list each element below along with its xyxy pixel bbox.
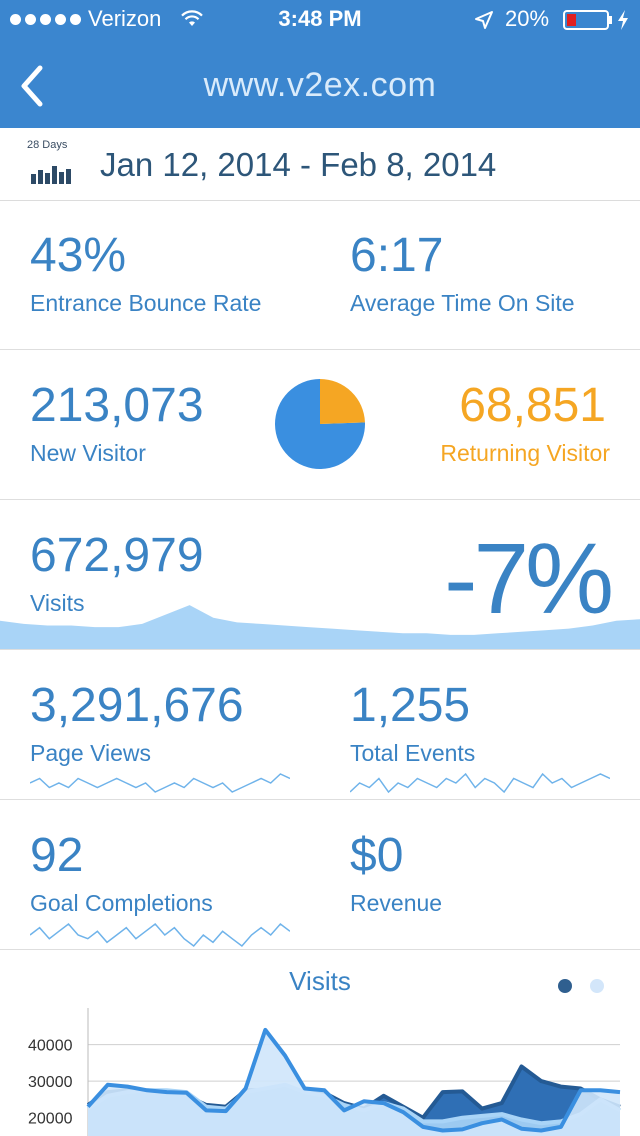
y-tick-label: 40000 — [28, 1038, 73, 1055]
page-views-label: Page Views — [30, 740, 152, 766]
top-bar: Verizon 3:48 PM 20% www.v2ex.com — [0, 0, 640, 128]
page-views-value: 3,291,676 — [30, 679, 244, 732]
divider — [0, 349, 640, 350]
new-visitor-value: 213,073 — [30, 379, 204, 432]
divider — [0, 649, 640, 650]
visits-area-sparkline — [0, 605, 640, 649]
goal-completions-value: 92 — [30, 829, 84, 882]
returning-visitor-value: 68,851 — [459, 379, 606, 432]
charging-bolt-icon — [616, 9, 630, 36]
page-title: www.v2ex.com — [203, 66, 437, 104]
visits-change-percent: -7% — [444, 523, 614, 635]
location-arrow-icon — [474, 10, 494, 35]
revenue-value: $0 — [350, 829, 404, 882]
bar-chart-icon — [31, 164, 71, 189]
clock: 3:48 PM — [278, 6, 362, 31]
new-visitor-label: New Visitor — [30, 440, 146, 466]
divider — [0, 949, 640, 950]
time-on-site-label: Average Time On Site — [350, 290, 575, 316]
revenue-label: Revenue — [350, 890, 443, 916]
wifi-icon — [180, 10, 204, 33]
returning-visitor-label: Returning Visitor — [440, 440, 610, 466]
goal-completions-label: Goal Completions — [30, 890, 213, 916]
page-views-sparkline — [30, 773, 290, 793]
battery-icon — [563, 10, 613, 35]
divider — [0, 799, 640, 800]
bounce-rate-value: 43% — [30, 229, 127, 282]
date-range-text: Jan 12, 2014 - Feb 8, 2014 — [100, 146, 497, 183]
chart-series-area-0 — [88, 1029, 620, 1136]
chart-series-line-0 — [86, 1027, 621, 1133]
battery-percentage: 20% — [505, 6, 550, 31]
visits-value: 672,979 — [30, 529, 204, 582]
visits-label: Visits — [30, 590, 85, 616]
period-label: 28 Days — [27, 139, 68, 151]
total-events-sparkline — [350, 772, 610, 794]
date-range-selector[interactable]: 28 Days Jan 12, 2014 - Feb 8, 2014 — [0, 128, 640, 201]
goal-completions-sparkline — [30, 922, 290, 948]
total-events-label: Total Events — [350, 740, 476, 766]
divider — [0, 499, 640, 500]
bounce-rate-label: Entrance Bounce Rate — [30, 290, 262, 316]
pie-slice-returning — [320, 379, 365, 424]
goal-completions-sparkline-line — [30, 922, 290, 948]
page-indicator-dot[interactable] — [590, 979, 604, 993]
total-events-sparkline-line — [350, 772, 610, 794]
page-views-sparkline-line — [30, 773, 290, 793]
total-events-value: 1,255 — [350, 679, 471, 732]
chart-title: Visits — [289, 966, 351, 996]
visitor-pie-chart — [275, 379, 365, 469]
back-button[interactable] — [16, 64, 56, 108]
visits-chart: 40000 30000 20000 — [28, 1008, 621, 1136]
page-indicator-dot-active[interactable] — [558, 979, 572, 993]
y-tick-label: 30000 — [28, 1074, 73, 1091]
chevron-left-icon — [21, 65, 43, 107]
y-tick-label: 20000 — [28, 1111, 73, 1128]
time-on-site-value: 6:17 — [350, 229, 444, 282]
signal-strength-icon — [10, 14, 81, 25]
carrier-label: Verizon — [88, 6, 162, 31]
visits-area-fill — [0, 605, 640, 649]
